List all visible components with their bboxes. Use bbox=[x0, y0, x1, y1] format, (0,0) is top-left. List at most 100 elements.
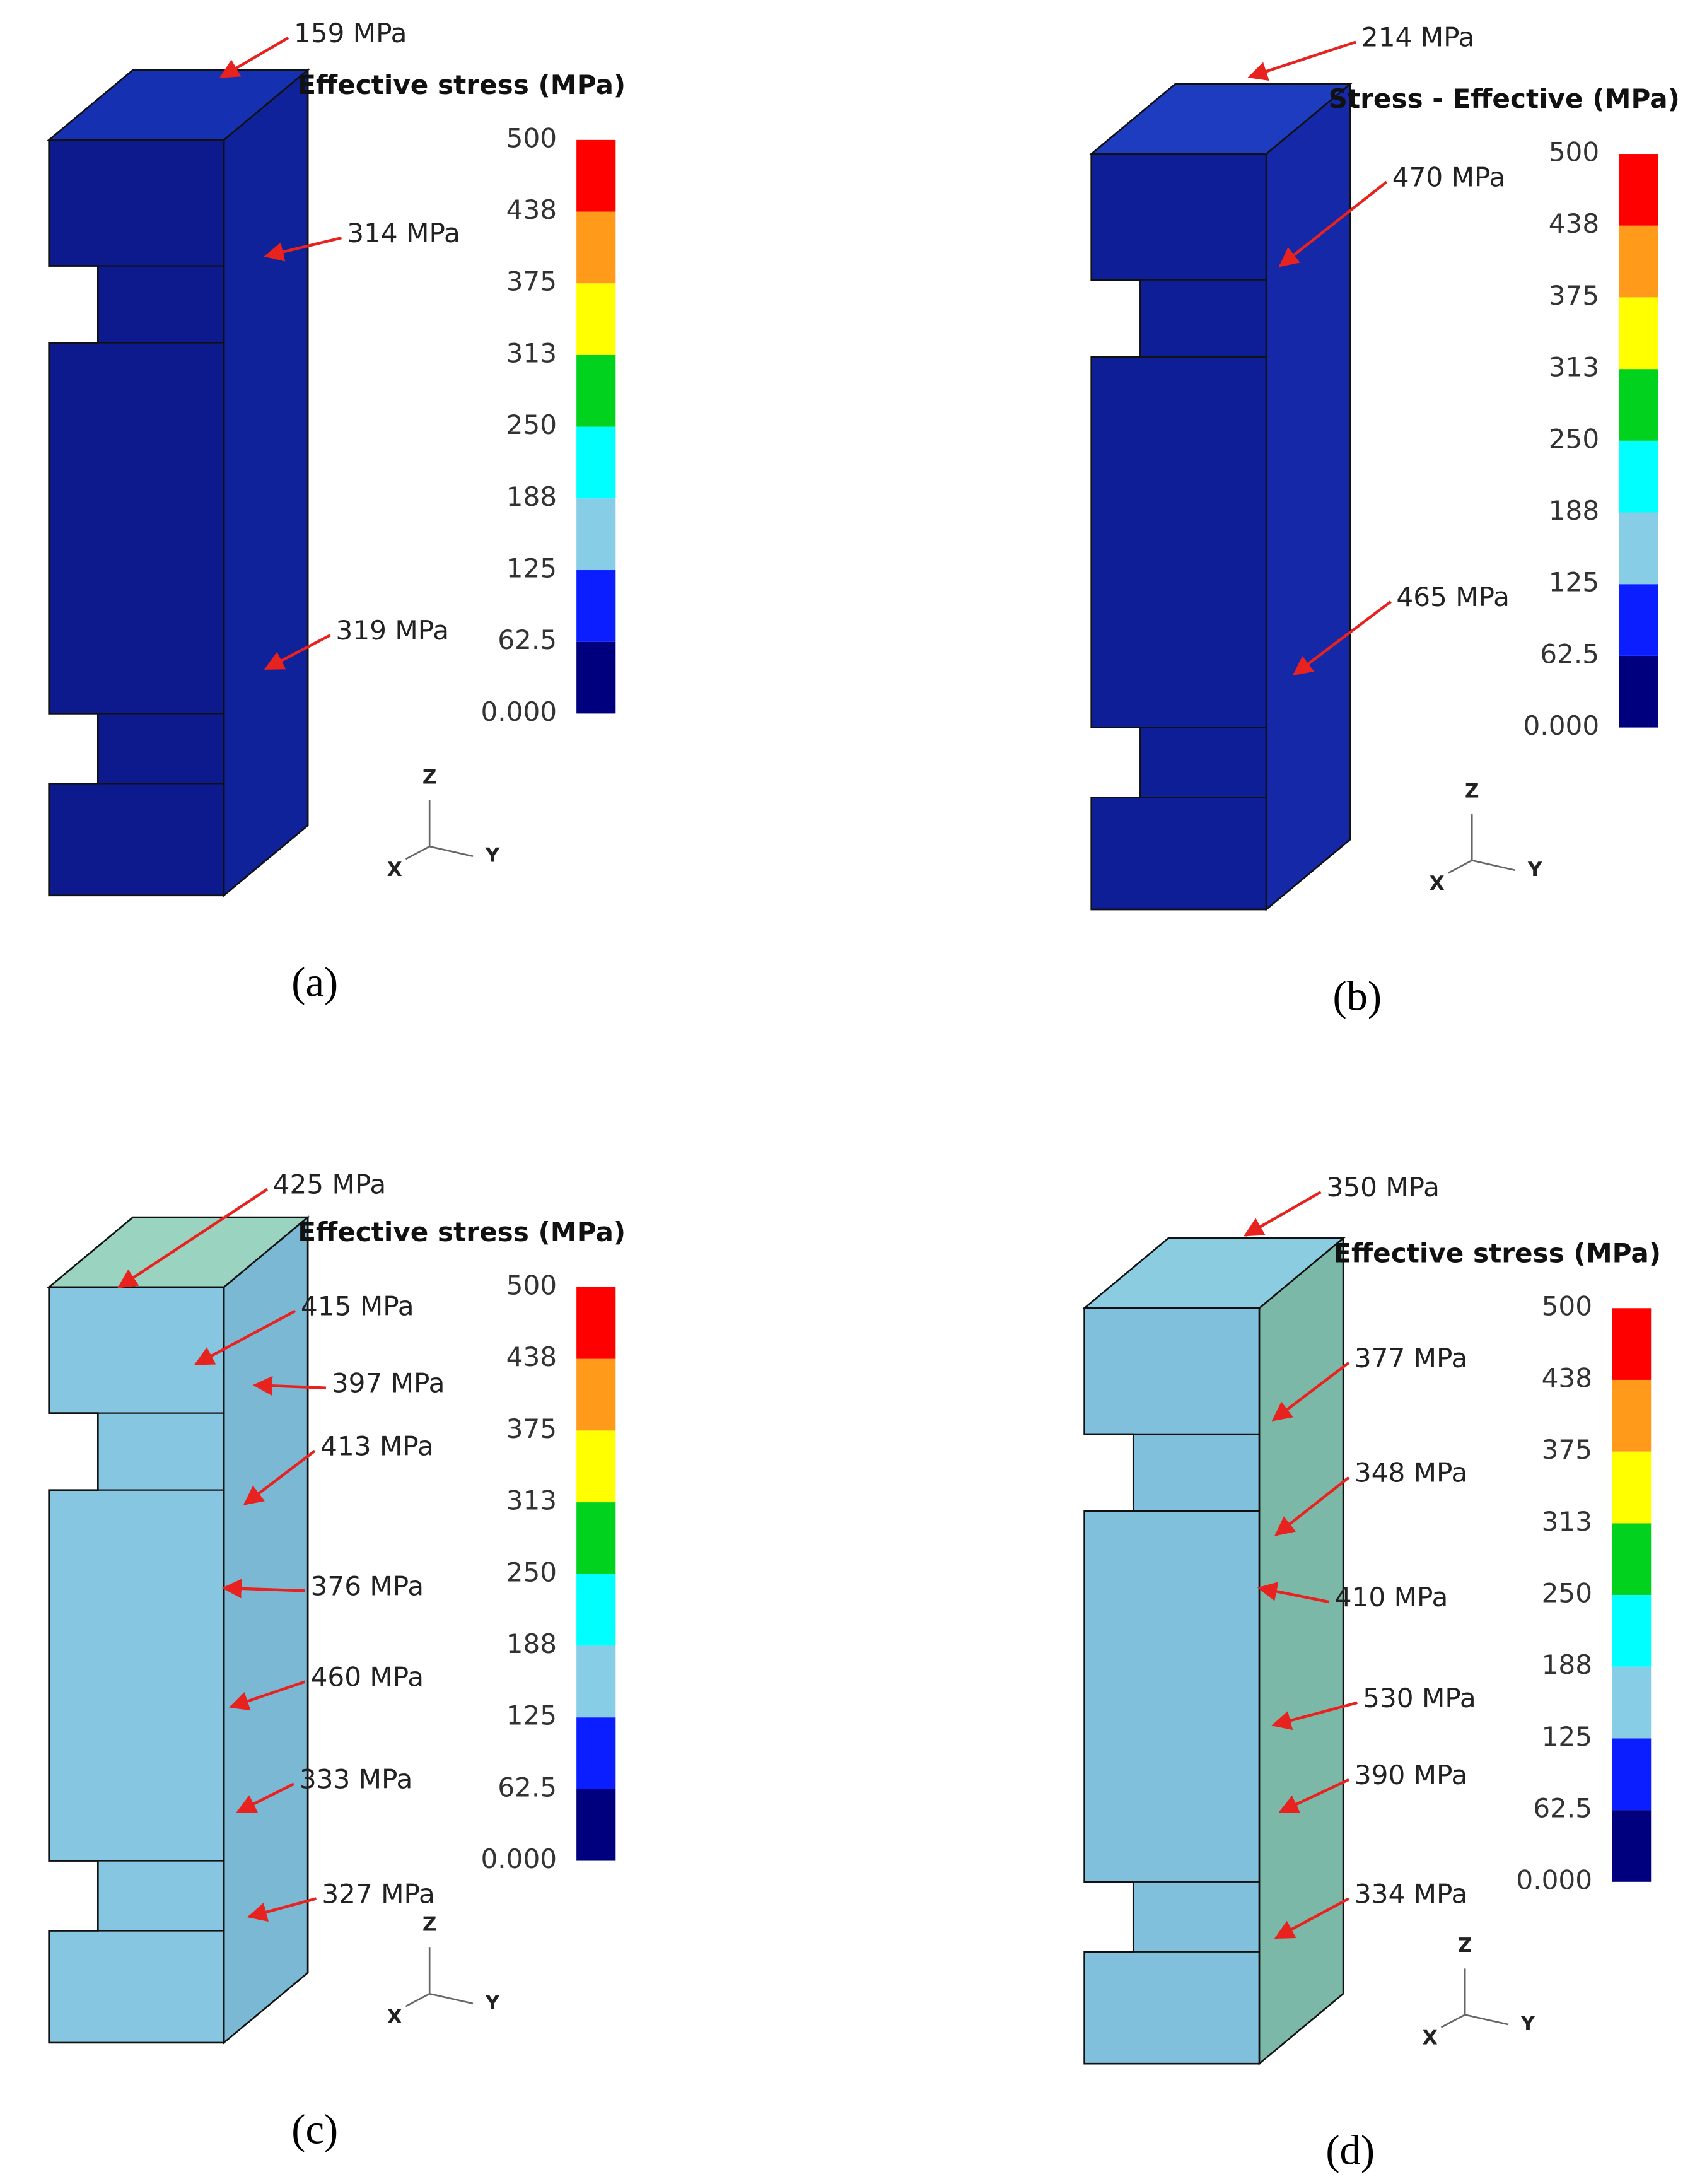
specimen-front bbox=[48, 1286, 225, 2044]
colorbar-label: 500 bbox=[1542, 1291, 1592, 1322]
annotation-arrow bbox=[236, 1782, 294, 1813]
color-segment bbox=[576, 1358, 616, 1431]
colorbar-label: 500 bbox=[506, 1270, 557, 1300]
color-segment bbox=[1612, 1523, 1652, 1596]
annotation: 397 MPa bbox=[332, 1368, 445, 1399]
colorbar-label: 188 bbox=[506, 481, 557, 512]
annotation-arrow bbox=[264, 236, 342, 262]
axis-line bbox=[1447, 860, 1472, 874]
colorbar-label: 438 bbox=[1542, 1362, 1592, 1393]
legend-title: Effective stress (MPa) bbox=[298, 1217, 626, 1247]
axis-label: Y bbox=[485, 1992, 500, 2014]
annotation: 376 MPa bbox=[311, 1570, 424, 1601]
annotation: 334 MPa bbox=[1355, 1879, 1468, 1910]
colorbar-label: 438 bbox=[506, 1341, 557, 1372]
annotation: 415 MPa bbox=[301, 1291, 414, 1322]
axis-label: Z bbox=[1465, 780, 1479, 803]
colorbar-label: 125 bbox=[506, 1700, 557, 1731]
annotation-arrow bbox=[1247, 40, 1356, 81]
colorbar-label: 125 bbox=[1542, 1721, 1592, 1752]
colorbar-label: 313 bbox=[1549, 352, 1599, 383]
axis-label: Y bbox=[485, 844, 500, 867]
annotation-arrow bbox=[219, 36, 289, 78]
annotation-arrow bbox=[252, 1375, 327, 1396]
specimen-front bbox=[1090, 153, 1267, 911]
annotation: 413 MPa bbox=[320, 1431, 434, 1462]
colorbar-label: 0.000 bbox=[481, 1843, 557, 1874]
color-segment bbox=[1612, 1451, 1652, 1524]
axis-label: X bbox=[1430, 872, 1445, 895]
color-segment bbox=[1619, 225, 1658, 298]
color-segment bbox=[1619, 297, 1658, 370]
colorbar-label: 188 bbox=[506, 1628, 557, 1659]
annotation: 319 MPa bbox=[336, 615, 450, 646]
axis-label: Y bbox=[1520, 2012, 1535, 2035]
colorbar-label: 313 bbox=[506, 1485, 557, 1516]
colorbar-label: 62.5 bbox=[1533, 1793, 1592, 1824]
axis-line bbox=[1464, 2014, 1509, 2026]
colorbar-label: 125 bbox=[506, 553, 557, 584]
color-segment bbox=[1619, 369, 1658, 441]
color-segment bbox=[1619, 584, 1658, 656]
colorbar-label: 250 bbox=[506, 1556, 557, 1587]
annotation-arrow bbox=[229, 1680, 306, 1711]
annotation-arrow bbox=[1271, 1701, 1358, 1731]
annotation: 159 MPa bbox=[294, 18, 407, 49]
annotation: 377 MPa bbox=[1355, 1343, 1468, 1374]
caption: (d) bbox=[1325, 2128, 1375, 2174]
color-segment bbox=[576, 1645, 616, 1718]
colorbar-label: 250 bbox=[1549, 423, 1599, 454]
color-segment bbox=[576, 570, 616, 642]
annotation-arrow bbox=[1274, 1897, 1350, 1939]
color-segment bbox=[1619, 440, 1658, 513]
colorbar-label: 438 bbox=[1549, 208, 1599, 239]
axis-label: X bbox=[1423, 2026, 1438, 2049]
annotation: 333 MPa bbox=[300, 1764, 413, 1795]
annotation: 465 MPa bbox=[1396, 581, 1510, 612]
panel: Effective stress (MPa) 0.000 62.5 125 188 250… bbox=[46, 18, 626, 1005]
axis-line bbox=[1471, 860, 1516, 872]
color-segment bbox=[1612, 1308, 1652, 1380]
legend-title: Effective stress (MPa) bbox=[1333, 1237, 1661, 1268]
annotation-arrow bbox=[1271, 1362, 1350, 1422]
color-segment bbox=[1619, 512, 1658, 585]
color-segment bbox=[576, 1430, 616, 1503]
annotation: 530 MPa bbox=[1363, 1683, 1476, 1714]
color-segment bbox=[1612, 1595, 1652, 1667]
specimen-side bbox=[1258, 1236, 1344, 2066]
annotation: 327 MPa bbox=[322, 1879, 435, 1910]
annotation-arrow bbox=[117, 1188, 269, 1288]
color-segment bbox=[1619, 154, 1658, 226]
colorbar-label: 62.5 bbox=[498, 624, 557, 655]
annotation: 460 MPa bbox=[311, 1662, 424, 1693]
colorbar-label: 0.000 bbox=[1516, 1864, 1592, 1895]
colorbar-label: 500 bbox=[506, 122, 557, 153]
axis-line bbox=[429, 845, 474, 857]
axis-line bbox=[429, 1992, 474, 2005]
color-segment bbox=[1612, 1379, 1652, 1452]
annotation-arrow bbox=[1278, 180, 1388, 267]
color-segment bbox=[576, 139, 616, 212]
annotation: 214 MPa bbox=[1361, 22, 1475, 53]
color-segment bbox=[1612, 1810, 1652, 1882]
specimen-side bbox=[1265, 82, 1351, 911]
annotation: 470 MPa bbox=[1392, 161, 1506, 192]
colorbar-label: 125 bbox=[1549, 567, 1599, 598]
color-segment bbox=[1619, 655, 1658, 728]
colorbar-label: 313 bbox=[506, 337, 557, 368]
colorbar-label: 500 bbox=[1549, 137, 1599, 168]
annotation-arrow bbox=[247, 1897, 317, 1922]
annotation: 410 MPa bbox=[1335, 1582, 1448, 1613]
panel: Effective stress (MPa) 0.000 62.5 125 188 250… bbox=[1081, 1172, 1661, 2174]
caption: (a) bbox=[291, 959, 338, 1005]
specimen-front bbox=[48, 139, 225, 897]
annotation-arrow bbox=[1244, 1191, 1322, 1237]
annotation: 390 MPa bbox=[1355, 1760, 1468, 1790]
color-segment bbox=[576, 1502, 616, 1574]
caption: (b) bbox=[1332, 973, 1382, 1019]
colorbar-label: 375 bbox=[1549, 280, 1599, 311]
annotation: 348 MPa bbox=[1355, 1457, 1468, 1488]
annotation: 350 MPa bbox=[1326, 1172, 1440, 1203]
color-segment bbox=[576, 283, 616, 355]
